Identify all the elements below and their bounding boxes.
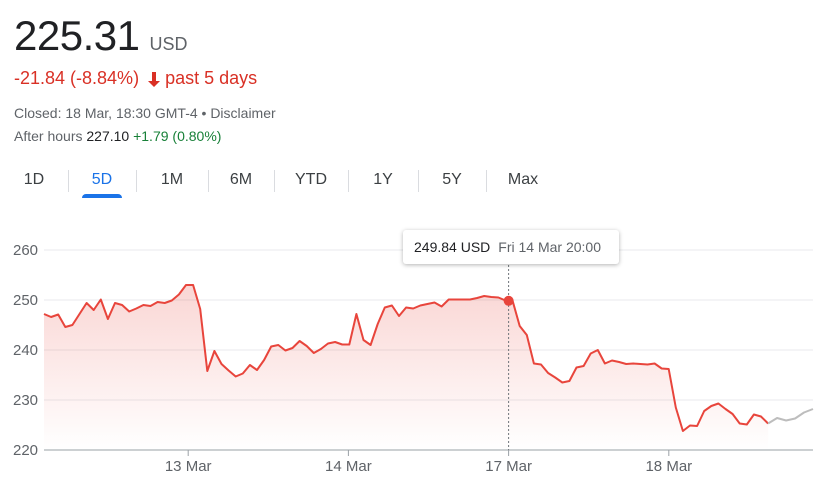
x-tick-label: 18 Mar xyxy=(645,458,692,475)
after-hours-value: 227.10 xyxy=(86,128,130,144)
after-hours-label: After hours xyxy=(14,128,83,144)
y-tick-label: 230 xyxy=(13,392,38,409)
tab-divider xyxy=(208,170,209,192)
hover-crosshair xyxy=(503,245,514,450)
after-hours-change: +1.79 (0.80%) xyxy=(133,128,222,144)
series-area xyxy=(44,285,769,450)
tab-1d[interactable]: 1D xyxy=(23,171,45,188)
price-tooltip: 249.84 USD Fri 14 Mar 20:00 xyxy=(403,230,619,264)
x-tick-label: 14 Mar xyxy=(325,458,372,475)
tab-max[interactable]: Max xyxy=(507,171,539,188)
tooltip-value: 249.84 USD xyxy=(414,239,491,255)
hover-point xyxy=(503,295,514,306)
tab-1y[interactable]: 1Y xyxy=(373,171,393,188)
price-row: 225.31 USD xyxy=(14,10,187,62)
price-change: -21.84 (-8.84%) xyxy=(14,68,140,88)
change-period: past 5 days xyxy=(165,68,258,88)
y-axis-labels: 220 230 240 250 260 xyxy=(13,242,38,459)
tab-divider xyxy=(274,170,275,192)
tab-divider xyxy=(68,170,69,192)
y-tick-label: 220 xyxy=(13,442,38,459)
closed-disclaimer: Closed: 18 Mar, 18:30 GMT-4 • Disclaimer xyxy=(14,105,276,121)
tab-divider xyxy=(418,170,419,192)
after-hours: After hours 227.10 +1.79 (0.80%) xyxy=(14,128,221,144)
tab-1m[interactable]: 1M xyxy=(160,171,184,188)
x-tick-label: 17 Mar xyxy=(485,458,532,475)
tooltip-date: Fri 14 Mar 20:00 xyxy=(498,239,601,255)
y-tick-label: 260 xyxy=(13,242,38,259)
range-tabs: 1D 5D 1M 6M YTD 1Y 5Y Max xyxy=(0,162,560,198)
x-tick-label: 13 Mar xyxy=(165,458,212,475)
series-line xyxy=(43,284,769,432)
y-tick-label: 240 xyxy=(13,342,38,359)
active-tab-indicator xyxy=(82,194,122,198)
tab-divider xyxy=(486,170,487,192)
tab-divider xyxy=(348,170,349,192)
tab-divider xyxy=(136,170,137,192)
currency-label: USD xyxy=(149,34,188,54)
change-row: -21.84 (-8.84%) past 5 days xyxy=(14,68,257,89)
y-tick-label: 250 xyxy=(13,292,38,309)
x-axis-labels: 13 Mar 14 Mar 17 Mar 18 Mar xyxy=(165,450,692,475)
tab-6m[interactable]: 6M xyxy=(229,171,253,188)
tab-5d[interactable]: 5D xyxy=(68,162,136,198)
tab-5y[interactable]: 5Y xyxy=(442,171,462,188)
after-hours-line xyxy=(767,408,814,425)
current-price: 225.31 xyxy=(14,12,140,59)
arrow-down-icon xyxy=(145,69,163,89)
price-series xyxy=(43,284,814,450)
tab-ytd[interactable]: YTD xyxy=(295,171,327,188)
